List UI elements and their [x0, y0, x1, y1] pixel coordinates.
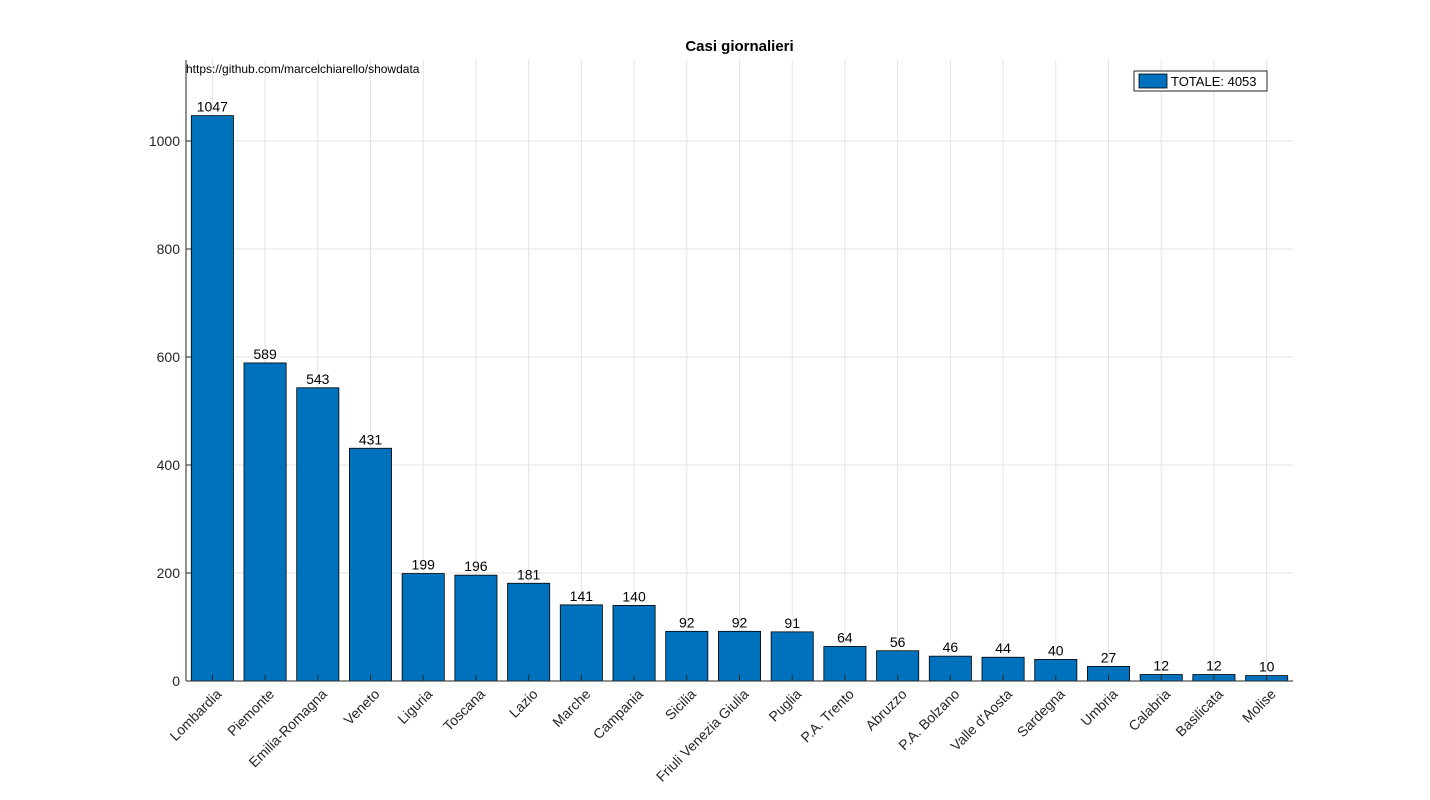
y-tick-label: 400 [157, 457, 181, 473]
bar-labels-group: 1047 589 543 431 199 196 181 141 140 92 92 91 64 56 46… [197, 99, 1275, 675]
bar-value-label: 92 [679, 614, 695, 630]
x-tick-label: Umbria [1077, 686, 1120, 729]
bar [190, 115, 234, 682]
bar [296, 387, 340, 682]
bar [243, 362, 287, 682]
bar-value-label: 141 [570, 588, 594, 604]
y-tick-label: 600 [157, 349, 181, 365]
x-tick-label: Sicilia [662, 686, 699, 723]
bar [612, 605, 656, 682]
x-tick-label: Abruzzo [862, 686, 910, 734]
chart-title: Casi giornalieri [685, 38, 793, 55]
x-tick-label: P.A. Trento [797, 686, 857, 746]
bar-value-label: 431 [359, 431, 383, 447]
x-tick-label: Veneto [340, 686, 382, 728]
bar-value-label: 196 [464, 558, 488, 574]
x-tick-label: Sardegna [1014, 686, 1068, 740]
x-tick-label: Calabria [1125, 686, 1173, 734]
bar [770, 631, 814, 682]
y-tick-label: 1000 [149, 133, 180, 149]
bar-value-label: 56 [890, 634, 906, 650]
y-tick-label: 0 [172, 673, 180, 689]
x-tick-label: Liguria [394, 686, 435, 727]
source-annotation: https://github.com/marcelchiarello/showd… [186, 62, 420, 76]
x-tick-label: Basilicata [1172, 686, 1226, 740]
bar-value-label: 12 [1206, 658, 1222, 674]
bar [718, 630, 761, 682]
bar-value-label: 12 [1153, 658, 1169, 674]
bar-value-label: 91 [784, 615, 800, 631]
bar-value-label: 181 [517, 566, 541, 582]
x-tick-label: Friuli Venezia Giulia [653, 686, 752, 785]
bar-value-label: 10 [1259, 659, 1275, 675]
bar [401, 573, 445, 682]
x-tick-label: Puglia [766, 686, 805, 725]
y-tick-label: 200 [157, 565, 181, 581]
bars-group [190, 115, 1289, 682]
legend: TOTALE: 4053 [1133, 70, 1268, 92]
bar-value-label: 140 [622, 588, 646, 604]
x-tick-label: Lazio [506, 686, 541, 721]
y-tick-labels: 0 200 400 600 800 1000 [149, 133, 180, 689]
bar-value-label: 46 [943, 639, 959, 655]
bar-value-label: 40 [1048, 642, 1064, 658]
y-tick-label: 800 [157, 241, 181, 257]
bar-value-label: 92 [732, 614, 748, 630]
x-tick-label: Molise [1239, 686, 1279, 726]
bar [559, 604, 603, 682]
bar-value-label: 44 [995, 640, 1011, 656]
legend-swatch [1138, 73, 1168, 89]
bar-value-label: 27 [1101, 649, 1117, 665]
x-tick-label: Lombardia [166, 686, 224, 744]
bar [349, 447, 392, 682]
x-tick-label: Marche [549, 686, 593, 730]
x-tick-label: Toscana [440, 686, 488, 734]
bar-value-label: 1047 [197, 99, 228, 115]
bar [507, 582, 551, 682]
x-tick-label: Campania [590, 686, 647, 743]
bar-value-label: 543 [306, 371, 330, 387]
bar-value-label: 64 [837, 629, 853, 645]
bar [665, 630, 709, 682]
bar-value-label: 589 [253, 346, 277, 362]
axes [185, 60, 1293, 682]
grid-lines [186, 60, 1293, 682]
x-tick-label: Piemonte [224, 686, 277, 739]
bar [454, 574, 498, 682]
legend-label: TOTALE: 4053 [1171, 74, 1257, 89]
bar-value-label: 199 [412, 557, 436, 573]
